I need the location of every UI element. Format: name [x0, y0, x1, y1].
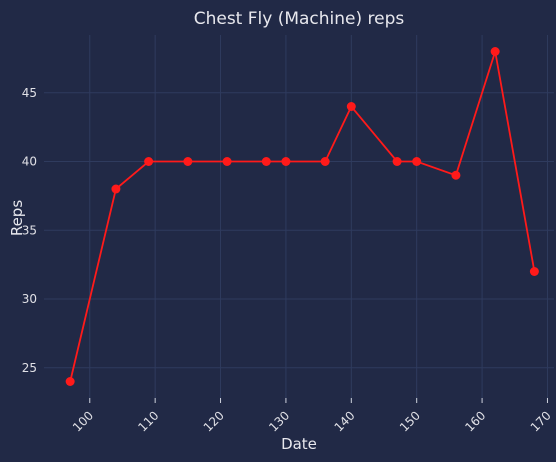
x-tick-label: 100	[70, 408, 96, 434]
x-tick-label: 120	[201, 408, 227, 434]
data-point	[111, 184, 121, 194]
data-point	[65, 377, 75, 386]
data-point	[222, 157, 232, 166]
data-point	[281, 157, 291, 166]
data-point	[490, 47, 500, 56]
data-point	[412, 157, 422, 166]
x-tick-label: 110	[135, 408, 161, 434]
y-tick-label: 40	[22, 155, 37, 169]
x-tick-label: 150	[397, 408, 423, 434]
x-tick-label: 170	[528, 408, 554, 434]
y-tick-label: 35	[22, 223, 37, 237]
y-axis-label: Reps	[8, 200, 26, 236]
data-point	[320, 157, 330, 166]
x-tick-label: 130	[266, 408, 292, 434]
chart-title: Chest Fly (Machine) reps	[194, 9, 405, 29]
grid	[44, 35, 554, 398]
y-tick-label: 45	[22, 86, 37, 100]
x-tick-label: 140	[332, 408, 358, 434]
data-point	[261, 157, 271, 166]
x-tick-label: 160	[462, 408, 488, 434]
series-reps	[65, 47, 539, 386]
data-point	[183, 157, 193, 166]
data-point	[144, 157, 154, 166]
x-axis-label: Date	[281, 435, 317, 453]
data-point	[392, 157, 402, 166]
data-point	[529, 267, 539, 276]
data-point	[451, 170, 461, 180]
y-tick-label: 30	[22, 292, 37, 306]
series-line	[69, 51, 536, 382]
y-tick-label: 25	[22, 361, 37, 375]
ticks: 100 110 120 130 140 150 160 170 25 30 35 40 45	[22, 86, 554, 435]
data-point	[346, 102, 356, 111]
